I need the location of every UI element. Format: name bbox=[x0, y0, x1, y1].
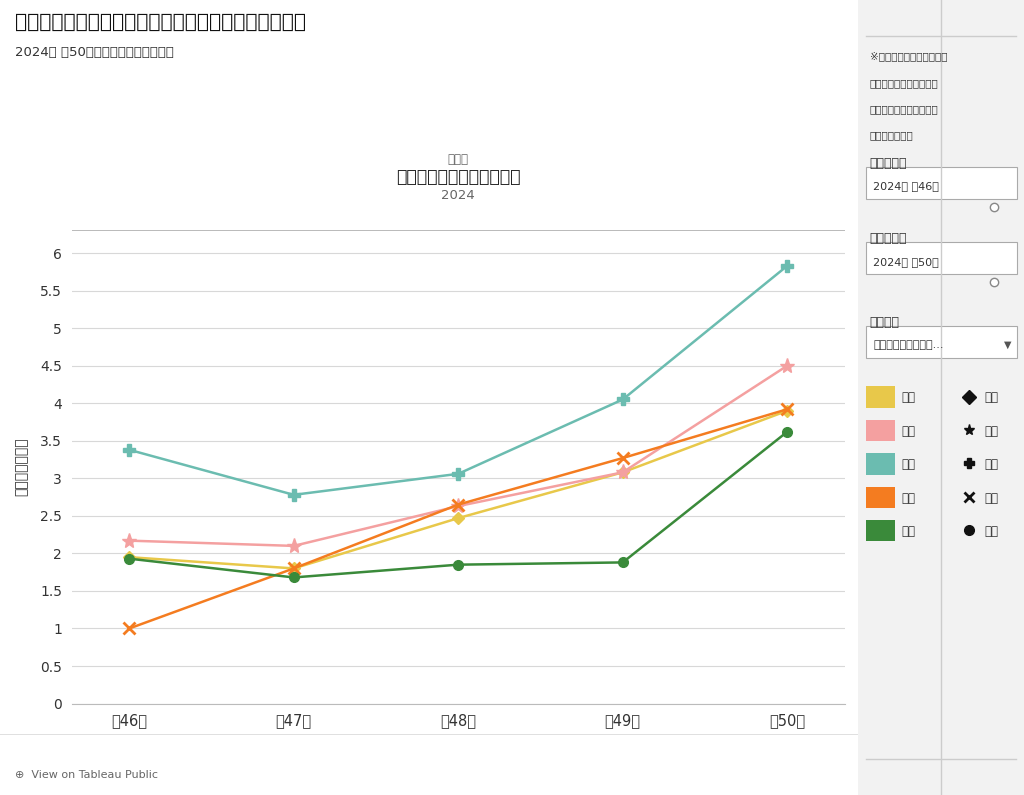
Text: 感染症名: 感染症名 bbox=[869, 316, 900, 329]
Text: 中部: 中部 bbox=[984, 491, 998, 505]
Text: ⊕  View on Tableau Public: ⊕ View on Tableau Public bbox=[15, 770, 159, 780]
Text: できます（初期表示は直: できます（初期表示は直 bbox=[869, 104, 938, 114]
Text: 近５週間です）: 近５週間です） bbox=[869, 130, 913, 141]
Text: ※表示したい年週の期間を: ※表示したい年週の期間を bbox=[869, 52, 947, 62]
FancyBboxPatch shape bbox=[866, 520, 895, 541]
Text: 2024年 第50週までのデータに基づく: 2024年 第50週までのデータに基づく bbox=[15, 45, 174, 59]
Text: 小・内: 小・内 bbox=[447, 153, 469, 166]
Text: 全県: 全県 bbox=[984, 425, 998, 438]
FancyBboxPatch shape bbox=[865, 326, 1017, 358]
Text: 西部: 西部 bbox=[901, 525, 915, 538]
Text: ▼: ▼ bbox=[1005, 340, 1012, 351]
Text: 以下のスライダーで選択: 以下のスライダーで選択 bbox=[869, 78, 938, 88]
FancyBboxPatch shape bbox=[866, 386, 895, 408]
FancyBboxPatch shape bbox=[866, 487, 895, 508]
FancyBboxPatch shape bbox=[865, 167, 1017, 199]
Text: 新型コロナウイルス感染症: 新型コロナウイルス感染症 bbox=[396, 168, 520, 186]
FancyBboxPatch shape bbox=[865, 242, 1017, 274]
Text: 全国: 全国 bbox=[901, 391, 915, 405]
FancyBboxPatch shape bbox=[866, 453, 895, 475]
Text: 中部: 中部 bbox=[901, 491, 915, 505]
Text: 新型コロナウイルス...: 新型コロナウイルス... bbox=[873, 340, 943, 351]
Text: 開始週選択: 開始週選択 bbox=[869, 157, 907, 170]
Text: 2024年 第46週: 2024年 第46週 bbox=[873, 181, 939, 192]
Text: 全国: 全国 bbox=[984, 391, 998, 405]
Text: 西部: 西部 bbox=[984, 525, 998, 538]
Text: 東部: 東部 bbox=[901, 458, 915, 471]
Text: 全県: 全県 bbox=[901, 425, 915, 438]
Text: 2024年 第50週: 2024年 第50週 bbox=[873, 257, 939, 267]
FancyBboxPatch shape bbox=[866, 420, 895, 441]
Text: 終了週選択: 終了週選択 bbox=[869, 232, 907, 246]
Y-axis label: 定点当り患者数: 定点当り患者数 bbox=[14, 438, 29, 496]
Text: 定点把握の対象となる５類感染症（週報対象のもの）: 定点把握の対象となる５類感染症（週報対象のもの） bbox=[15, 13, 306, 32]
Text: 2024: 2024 bbox=[441, 188, 475, 202]
Text: 東部: 東部 bbox=[984, 458, 998, 471]
